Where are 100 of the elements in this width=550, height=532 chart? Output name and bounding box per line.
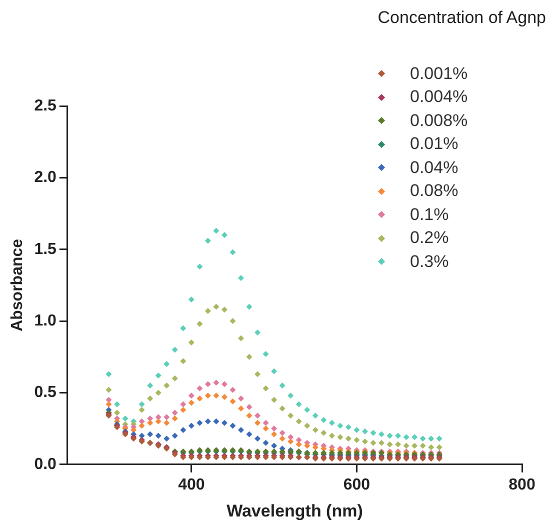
point [246,431,252,438]
point [436,436,442,442]
point [345,436,352,442]
point [204,418,211,424]
point [138,401,145,408]
point [230,386,236,393]
point [296,441,302,448]
point [147,431,154,438]
point [164,361,170,368]
point [262,440,269,446]
point [362,438,368,444]
point [106,386,112,393]
point [172,375,178,382]
point [370,440,376,446]
point [262,385,269,392]
point [412,434,418,440]
point [420,442,426,449]
legend-label: 0.01% [410,134,458,154]
point [196,264,203,270]
point [204,238,211,244]
point [114,401,120,408]
point [296,401,302,408]
y-tick-label: 2.5 [34,97,57,114]
point [180,426,186,433]
point [180,325,186,332]
legend-label: 0.008% [410,110,468,131]
point [238,405,244,412]
point [106,371,112,378]
point [172,410,178,416]
legend-label: 0.001% [410,64,468,84]
point [328,432,335,439]
x-tick-label: 400 [178,476,205,494]
point [312,444,318,450]
point [246,304,252,310]
point [386,441,393,448]
point [130,426,137,433]
point [312,412,318,419]
x-tick-label: 600 [343,476,370,494]
point [196,320,203,327]
legend-label: 0.1% [410,204,449,225]
point [155,432,162,439]
point [428,436,434,442]
point [213,380,220,386]
point [428,444,434,450]
point [147,395,154,402]
point [147,382,154,389]
point [395,441,402,448]
point [155,390,162,396]
point [204,381,211,388]
point [164,436,170,442]
point [172,416,178,422]
point [138,422,145,429]
point [238,426,244,433]
point [288,392,294,399]
y-axis-title: Absorbance [9,238,26,332]
point [180,358,186,364]
point [304,442,310,449]
point [328,420,335,426]
point [188,422,194,429]
point [230,422,236,429]
point [155,418,162,424]
point [403,434,410,440]
point [420,436,426,442]
point [172,346,178,353]
point [337,422,344,429]
point [213,418,220,424]
point [271,396,278,403]
point [246,404,252,410]
point [188,340,194,346]
point [172,432,178,439]
point [370,430,376,436]
point [204,392,211,399]
point [213,304,220,310]
point [279,436,286,442]
point [155,372,162,379]
point [164,420,170,426]
point [320,416,327,423]
point [106,401,112,408]
point [122,416,128,422]
point [230,398,236,404]
x-tick-label: 800 [508,476,536,494]
point [271,368,278,374]
point [395,432,402,439]
y-tick-label: 1.0 [34,312,57,330]
y-tick-label: 2.0 [34,169,57,186]
point [230,318,236,324]
legend-label: 0.2% [410,228,449,248]
point [221,306,228,313]
point [354,426,360,433]
point [246,412,252,419]
point [188,400,194,406]
point [246,354,252,360]
point [354,437,360,444]
point [378,431,384,438]
point [204,308,211,314]
point [271,442,278,449]
point [238,395,244,402]
point [221,232,228,238]
point [312,426,318,433]
point [386,432,393,439]
